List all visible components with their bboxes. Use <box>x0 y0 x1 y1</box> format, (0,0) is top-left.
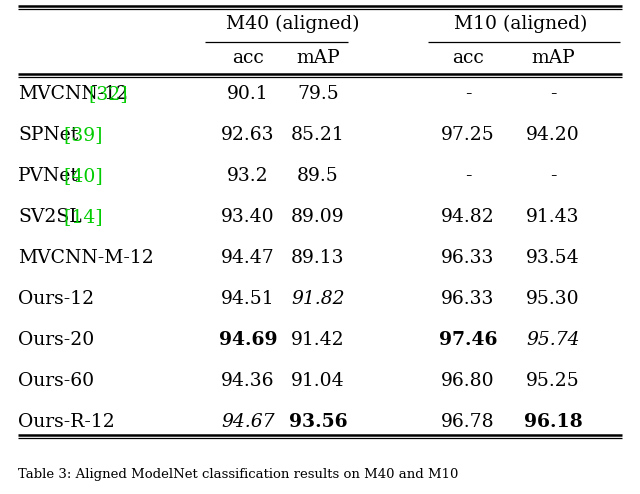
Text: 91.43: 91.43 <box>526 208 580 226</box>
Text: 79.5: 79.5 <box>297 85 339 103</box>
Text: 97.25: 97.25 <box>441 126 495 144</box>
Text: 94.36: 94.36 <box>221 372 275 390</box>
Text: 94.51: 94.51 <box>221 290 275 308</box>
Text: 91.42: 91.42 <box>291 331 345 349</box>
Text: 96.33: 96.33 <box>442 249 495 267</box>
Text: -: - <box>465 167 471 185</box>
Text: 90.1: 90.1 <box>227 85 269 103</box>
Text: 94.82: 94.82 <box>441 208 495 226</box>
Text: 93.56: 93.56 <box>289 413 348 431</box>
Text: 95.74: 95.74 <box>526 331 580 349</box>
Text: 94.20: 94.20 <box>526 126 580 144</box>
Text: 96.33: 96.33 <box>442 290 495 308</box>
Text: 93.40: 93.40 <box>221 208 275 226</box>
Text: [39]: [39] <box>58 126 103 144</box>
Text: mAP: mAP <box>531 49 575 67</box>
Text: 93.54: 93.54 <box>526 249 580 267</box>
Text: acc: acc <box>452 49 484 67</box>
Text: 96.18: 96.18 <box>524 413 582 431</box>
Text: SV2SL: SV2SL <box>18 208 82 226</box>
Text: 96.80: 96.80 <box>441 372 495 390</box>
Text: MVCNN-12: MVCNN-12 <box>18 85 128 103</box>
Text: [32]: [32] <box>83 85 127 103</box>
Text: acc: acc <box>232 49 264 67</box>
Text: 91.82: 91.82 <box>291 290 345 308</box>
Text: 89.09: 89.09 <box>291 208 345 226</box>
Text: [14]: [14] <box>58 208 103 226</box>
Text: M10 (aligned): M10 (aligned) <box>454 15 587 33</box>
Text: Ours-R-12: Ours-R-12 <box>18 413 115 431</box>
Text: Ours-20: Ours-20 <box>18 331 94 349</box>
Text: 89.13: 89.13 <box>291 249 345 267</box>
Text: Table 3: Aligned ModelNet classification results on M40 and M10: Table 3: Aligned ModelNet classification… <box>18 467 458 481</box>
Text: 94.47: 94.47 <box>221 249 275 267</box>
Text: Ours-12: Ours-12 <box>18 290 94 308</box>
Text: SPNet: SPNet <box>18 126 78 144</box>
Text: MVCNN-M-12: MVCNN-M-12 <box>18 249 154 267</box>
Text: 89.5: 89.5 <box>297 167 339 185</box>
Text: SPNet: SPNet <box>18 126 78 144</box>
Text: 93.2: 93.2 <box>227 167 269 185</box>
Text: mAP: mAP <box>296 49 340 67</box>
Text: 95.30: 95.30 <box>526 290 580 308</box>
Text: [40]: [40] <box>58 167 103 185</box>
Text: 95.25: 95.25 <box>526 372 580 390</box>
Text: 85.21: 85.21 <box>291 126 345 144</box>
Text: Ours-60: Ours-60 <box>18 372 94 390</box>
Text: -: - <box>550 85 556 103</box>
Text: 91.04: 91.04 <box>291 372 345 390</box>
Text: 94.67: 94.67 <box>221 413 275 431</box>
Text: 92.63: 92.63 <box>221 126 275 144</box>
Text: 97.46: 97.46 <box>439 331 497 349</box>
Text: MVCNN-12: MVCNN-12 <box>18 85 128 103</box>
Text: PVNet: PVNet <box>18 167 79 185</box>
Text: PVNet: PVNet <box>18 167 79 185</box>
Text: -: - <box>465 85 471 103</box>
Text: 94.69: 94.69 <box>219 331 277 349</box>
Text: 96.78: 96.78 <box>441 413 495 431</box>
Text: SV2SL: SV2SL <box>18 208 82 226</box>
Text: -: - <box>550 167 556 185</box>
Text: M40 (aligned): M40 (aligned) <box>227 15 360 33</box>
